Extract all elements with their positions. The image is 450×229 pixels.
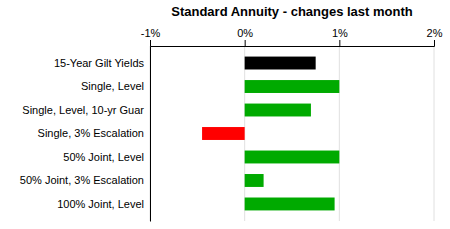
title: Standard Annuity - changes last month xyxy=(171,4,413,19)
bar xyxy=(245,80,340,93)
y-tick-label: 50% Joint, 3% Escalation xyxy=(20,174,144,186)
x-tick-mark xyxy=(434,40,435,46)
bar xyxy=(202,127,245,140)
y-tick-label: Single, Level xyxy=(81,80,144,92)
bar xyxy=(245,151,340,164)
x-tick-label: 2% xyxy=(427,27,443,39)
grid-line xyxy=(434,46,435,221)
y-tick-label: 100% Joint, Level xyxy=(57,197,144,209)
y-tick: 50% Joint, 3% Escalation xyxy=(20,174,150,186)
y-tick-label: 50% Joint, Level xyxy=(63,151,144,163)
y-tick: Single, Level, 10-yr Guar xyxy=(22,104,150,116)
y-tick: 100% Joint, Level xyxy=(57,197,150,209)
x-tick: 0% xyxy=(237,27,253,46)
y-tick: Single, 3% Escalation xyxy=(38,127,150,139)
bars xyxy=(202,57,339,211)
x-tick-mark xyxy=(245,40,246,46)
grid-line xyxy=(339,46,340,221)
y-tick: Single, Level xyxy=(81,80,150,92)
x-tick-label: 1% xyxy=(332,27,348,39)
x-tick-label: -1% xyxy=(141,27,161,39)
chart: -1% 0% 1% 2% 100% Joint, Level 50% Joint, 3% … xyxy=(0,0,450,229)
bar xyxy=(245,57,316,70)
x-axis-line xyxy=(151,40,435,47)
x-tick-label: 0% xyxy=(237,27,253,39)
y-tick: 15-Year Gilt Yields xyxy=(54,57,150,69)
x-tick: -1% xyxy=(141,27,161,46)
grid xyxy=(150,46,434,221)
x-tick: 2% xyxy=(427,27,443,46)
x-tick: 1% xyxy=(332,27,348,46)
y-tick: 50% Joint, Level xyxy=(63,151,150,163)
x-tick-mark xyxy=(339,40,340,46)
x-tick-mark xyxy=(150,40,151,46)
y-tick-label: Single, 3% Escalation xyxy=(38,127,144,139)
y-axis-line xyxy=(150,47,151,222)
y-axis: 100% Joint, Level 50% Joint, 3% Escalatio… xyxy=(20,47,151,222)
y-tick-label: 15-Year Gilt Yields xyxy=(54,57,145,69)
bar xyxy=(245,174,264,187)
y-tick-label: Single, Level, 10-yr Guar xyxy=(22,104,144,116)
x-axis: -1% 0% 1% 2% xyxy=(141,27,443,47)
plot: -1% 0% 1% 2% 100% Joint, Level 50% Joint, 3% … xyxy=(20,27,443,222)
bar xyxy=(245,198,335,211)
bar xyxy=(245,104,311,117)
grid-line xyxy=(150,46,151,221)
